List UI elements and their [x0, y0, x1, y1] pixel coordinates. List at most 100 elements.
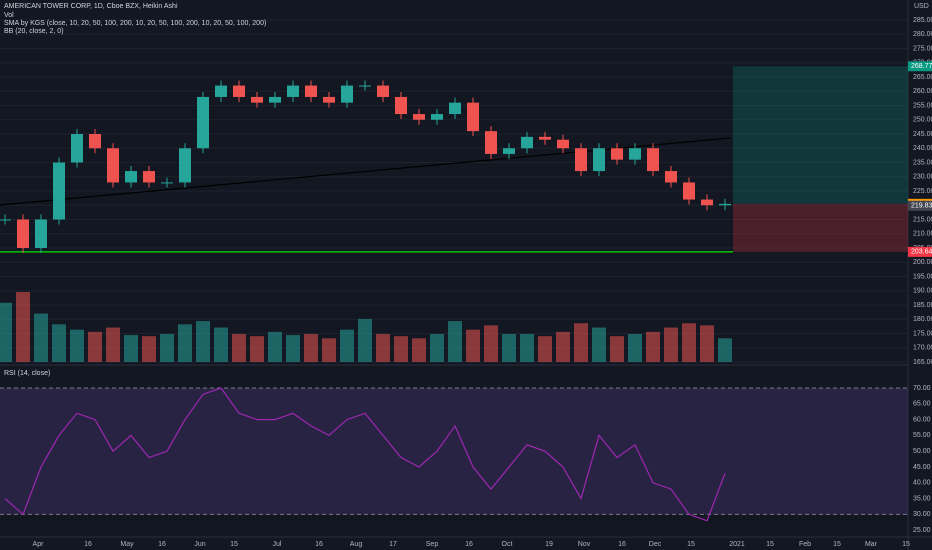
x-tick-label: Mar	[865, 541, 878, 548]
x-tick-label: 15	[687, 541, 695, 548]
rsi-tick-label: 50.00	[913, 448, 931, 455]
candle-body	[233, 85, 245, 97]
y-tick-label: 170.00	[913, 345, 932, 352]
rsi-tick-label: 40.00	[913, 480, 931, 487]
volume-bar	[106, 327, 120, 362]
x-tick-label: May	[120, 541, 134, 548]
candle-body	[35, 219, 47, 248]
volume-bar	[556, 331, 570, 362]
y-tick-label: 250.00	[913, 117, 932, 124]
volume-bar	[646, 331, 660, 362]
volume-bar	[358, 318, 372, 362]
price-tag	[908, 61, 932, 72]
volume-bar	[664, 327, 678, 362]
volume-bar	[142, 336, 156, 362]
candle-body	[611, 148, 623, 160]
x-tick-label: 15	[902, 541, 910, 548]
candle-body	[683, 182, 695, 200]
rsi-tick-label: 35.00	[913, 495, 931, 502]
x-tick-label: Aug	[350, 541, 363, 548]
candle-body	[341, 85, 353, 103]
candle-body	[485, 131, 497, 154]
volume-bar	[70, 329, 84, 362]
volume-bar	[232, 334, 246, 362]
volume-bar	[322, 338, 336, 362]
y-tick-label: 265.00	[913, 74, 932, 81]
candle-body	[125, 171, 137, 183]
volume-bar	[628, 334, 642, 362]
y-tick-label: 200.00	[913, 259, 932, 266]
volume-bar	[700, 325, 714, 362]
volume-bar	[466, 329, 480, 362]
candle-body	[179, 148, 191, 183]
x-tick-label: 19	[545, 541, 553, 548]
volume-bar	[430, 334, 444, 362]
x-tick-label: 2021	[729, 541, 745, 548]
volume-bar	[538, 336, 552, 362]
indicator: BB (20, close, 2, 0)	[4, 28, 64, 35]
rsi-tick-label: 45.00	[913, 464, 931, 471]
x-tick-label: Feb	[799, 541, 811, 548]
candle-body	[17, 219, 29, 248]
volume-bar	[394, 336, 408, 362]
price-tag	[908, 246, 932, 257]
x-tick-label: Jun	[194, 541, 205, 548]
target-zone	[733, 66, 908, 204]
price-tag	[908, 200, 932, 211]
rsi-tick-label: 30.00	[913, 511, 931, 518]
x-tick-label: 16	[84, 541, 92, 548]
y-tick-label: 225.00	[913, 188, 932, 195]
x-tick-label: Jul	[273, 541, 282, 548]
volume-bar	[286, 335, 300, 362]
candle-body	[647, 148, 659, 172]
stop-zone	[733, 203, 908, 252]
price-tag-label: 268.77	[911, 63, 932, 70]
rsi-tick-label: 65.00	[913, 401, 931, 408]
candle-body	[539, 136, 551, 140]
y-tick-label: 210.00	[913, 231, 932, 238]
volume-bar	[88, 331, 102, 362]
volume-bar	[520, 334, 534, 362]
candle-body	[251, 96, 263, 103]
volume-bar	[160, 334, 174, 362]
volume-bar	[250, 336, 264, 362]
candle-body	[629, 148, 641, 160]
price-tag-label: 203.64	[911, 249, 932, 256]
volume-bar	[52, 324, 66, 362]
x-tick-label: Nov	[578, 541, 591, 548]
rsi-tick-label: 25.00	[913, 527, 931, 534]
candle-body	[161, 182, 173, 184]
candle-body	[305, 85, 317, 97]
candle-body	[53, 162, 65, 220]
chart-title: AMERICAN TOWER CORP, 1D, Cboe BZX, Heiki…	[4, 3, 178, 10]
candle-body	[269, 96, 281, 103]
y-tick-label: 185.00	[913, 302, 932, 309]
x-tick-label: 16	[158, 541, 166, 548]
candle-body	[323, 96, 335, 103]
volume-bar	[376, 334, 390, 362]
rsi-tick-label: 60.00	[913, 416, 931, 423]
candle-body	[359, 85, 371, 87]
candle-body	[503, 148, 515, 154]
volume-bar	[124, 335, 138, 362]
x-tick-label: 17	[389, 541, 397, 548]
x-tick-label: 16	[315, 541, 323, 548]
y-tick-label: 240.00	[913, 145, 932, 152]
price-tag-label: 219.83	[911, 203, 932, 210]
y-tick-label: 245.00	[913, 131, 932, 138]
volume-bar	[340, 329, 354, 362]
volume-bar	[448, 321, 462, 362]
y-tick-label: 190.00	[913, 288, 932, 295]
candle-body	[71, 134, 83, 163]
indicator: SMA by KGS (close, 10, 20, 50, 100, 200,…	[4, 20, 266, 27]
candle-body	[521, 136, 533, 149]
candle-body	[395, 96, 407, 115]
y-tick-label: 255.00	[913, 102, 932, 109]
x-tick-label: Sep	[426, 541, 439, 548]
volume-bar	[0, 302, 12, 362]
indicator: Vol	[4, 12, 14, 19]
volume-bar	[718, 338, 732, 362]
candle-body	[197, 96, 209, 149]
x-tick-label: 15	[833, 541, 841, 548]
